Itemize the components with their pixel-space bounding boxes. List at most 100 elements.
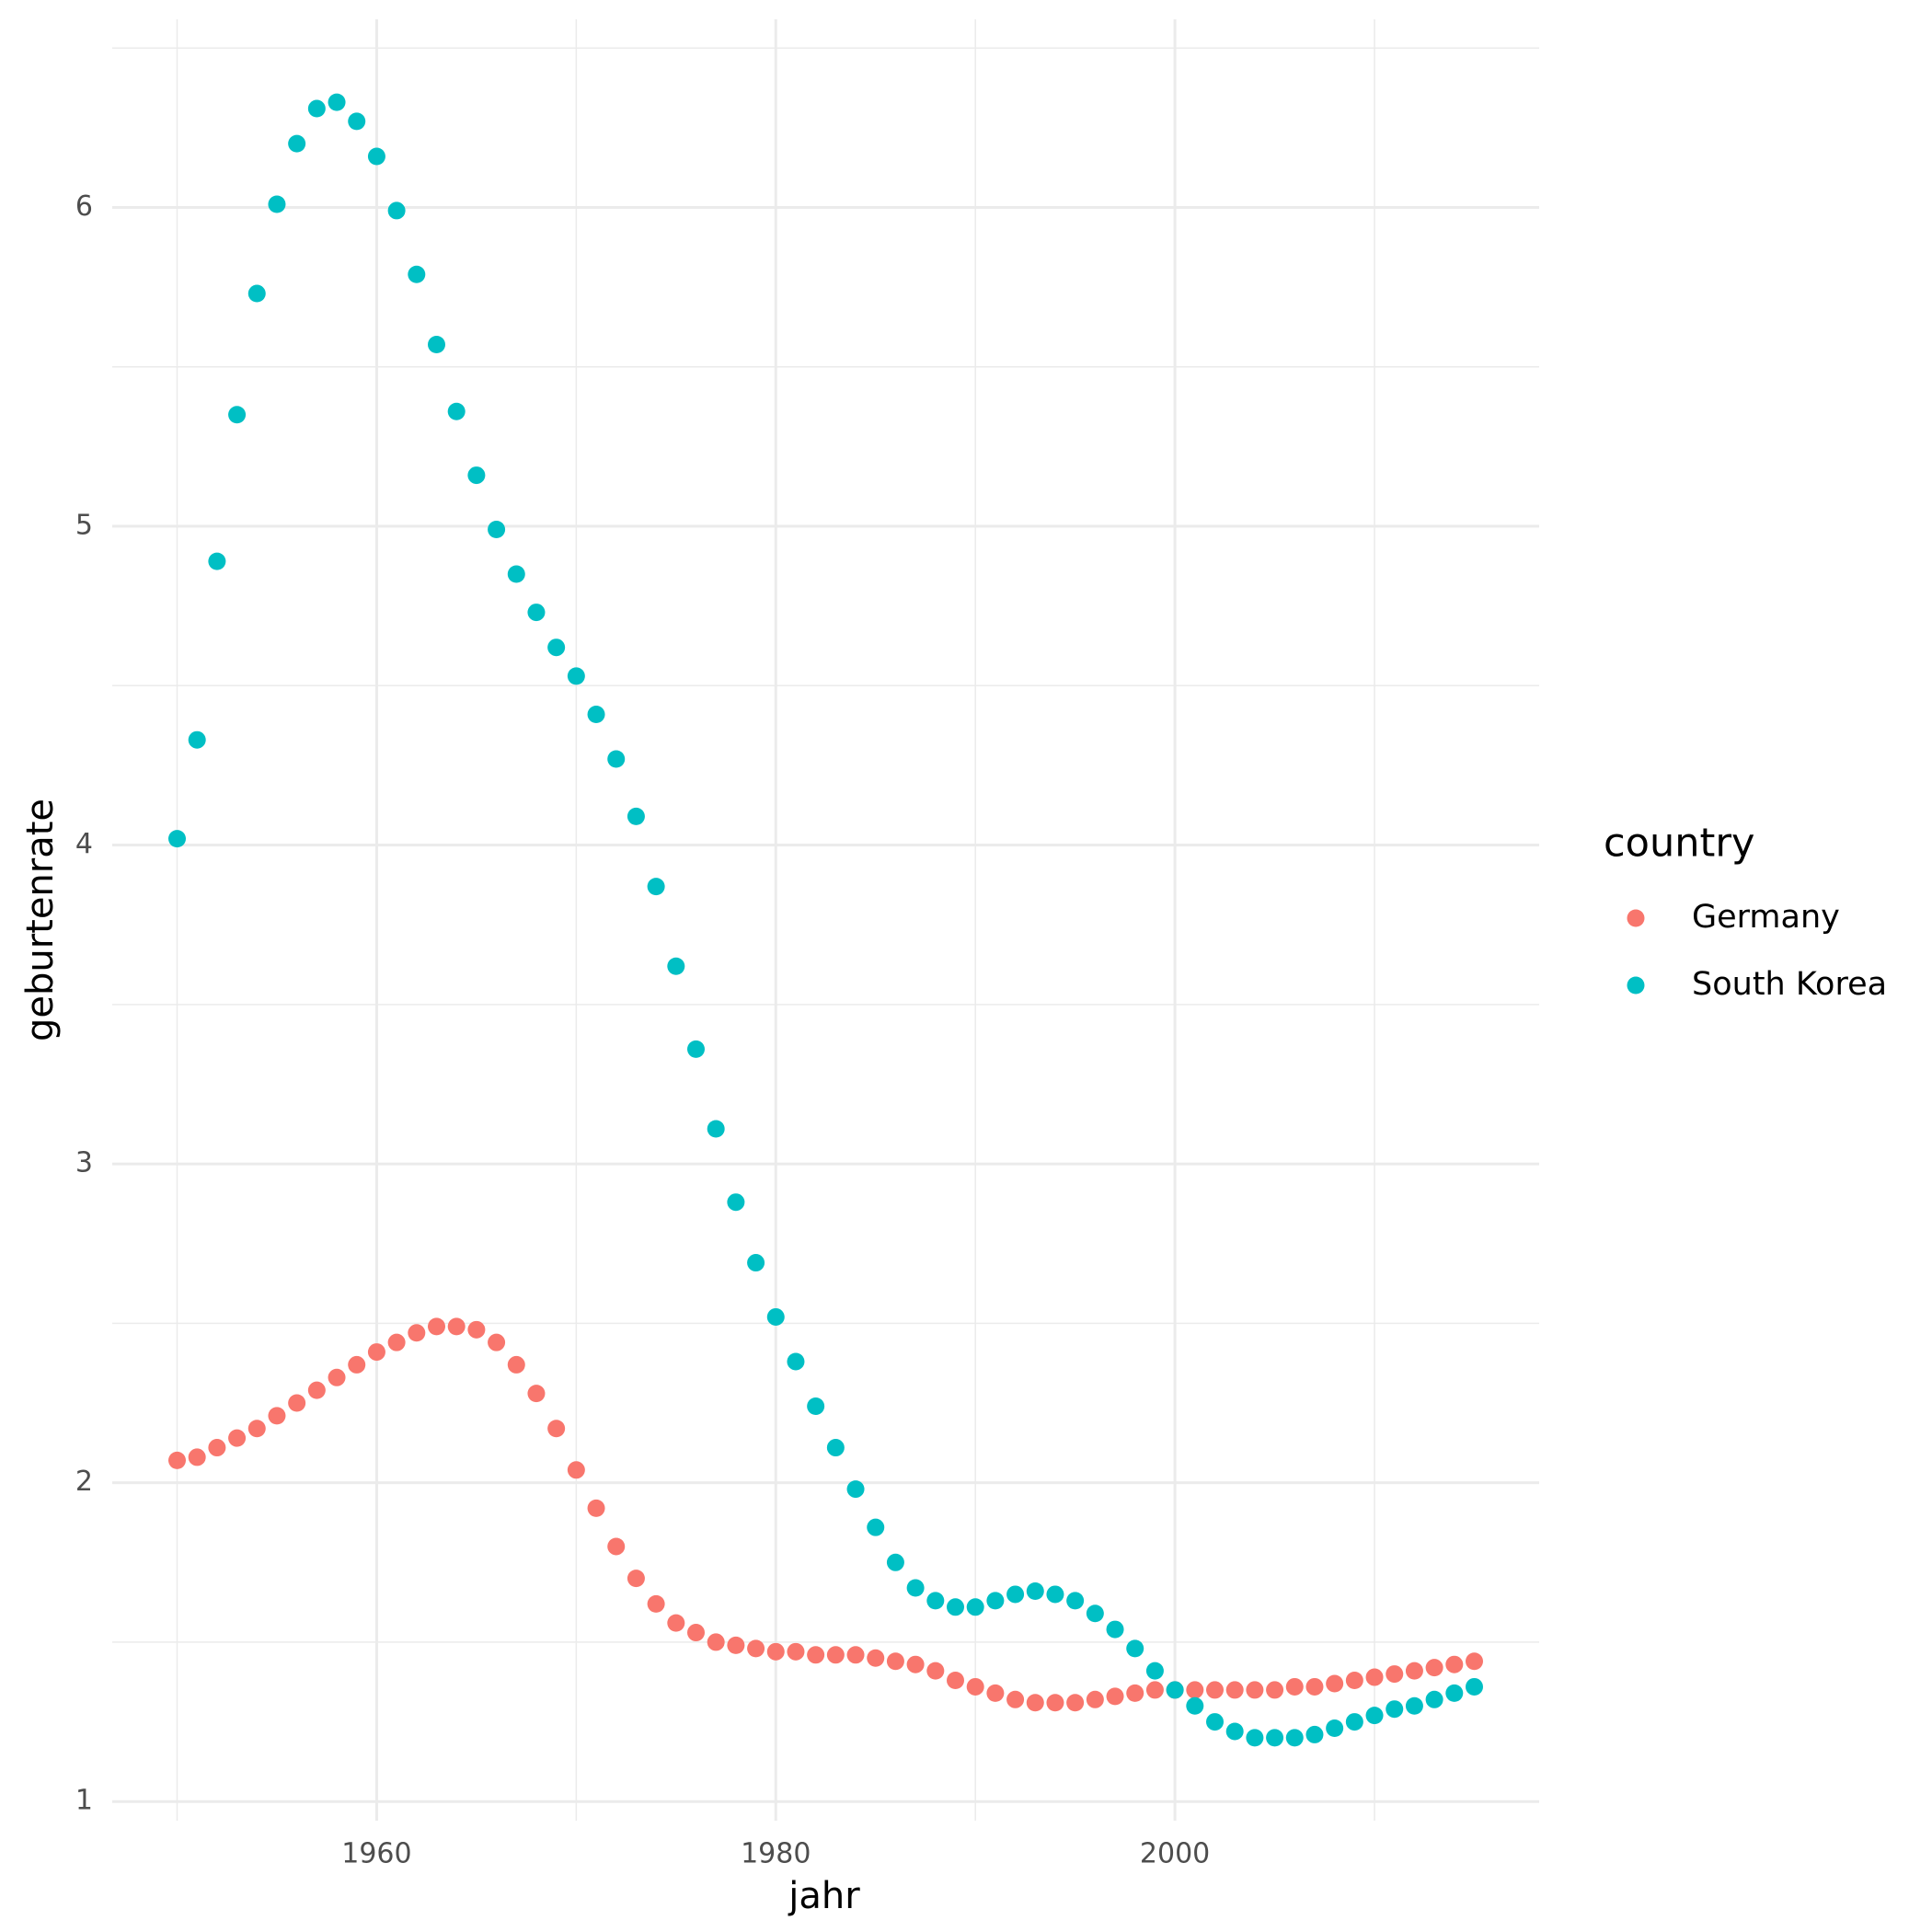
point [1126,1684,1144,1702]
point [1106,1620,1124,1639]
point [447,402,466,420]
point [1386,1665,1404,1684]
point [1445,1655,1464,1673]
x-axis-title: jahr [788,1875,860,1917]
point [667,957,685,975]
point [647,1594,665,1613]
point [387,201,406,220]
point [1145,1662,1164,1680]
point [1405,1662,1423,1680]
point [1345,1672,1363,1690]
point [328,93,346,111]
point [826,1439,845,1457]
point [367,1343,385,1362]
point [428,335,445,353]
point [1445,1684,1464,1702]
point [288,1394,306,1412]
x-tick-label: 2000 [1140,1838,1210,1870]
y-tick-label: 6 [75,190,93,223]
point [1066,1694,1085,1712]
point [247,284,266,303]
point [1066,1592,1085,1610]
point [387,1333,406,1351]
point [966,1677,984,1696]
point [807,1397,825,1415]
point [867,1518,885,1536]
point [228,406,247,424]
point [1006,1690,1025,1708]
point [886,1553,904,1571]
point [947,1598,964,1616]
point [986,1684,1005,1702]
point [467,1320,486,1339]
point [527,1385,546,1403]
legend-key [1627,909,1645,927]
point [1266,1681,1284,1699]
point [328,1368,346,1386]
point [1425,1690,1443,1708]
point [807,1646,825,1664]
point [208,1439,226,1457]
point [168,1451,186,1469]
point [947,1672,964,1690]
point [926,1592,945,1610]
point [247,1420,266,1438]
point [1046,1694,1064,1712]
y-tick-label: 5 [75,510,93,542]
point [846,1480,865,1499]
point [1425,1659,1443,1677]
point [1106,1687,1124,1706]
point [1466,1652,1483,1671]
point [527,604,546,622]
y-axis-title: geburtenrate [19,799,62,1041]
point [307,1381,326,1399]
point [1006,1585,1025,1604]
point [488,1333,506,1351]
legend-label: South Korea [1692,966,1887,1003]
point [1225,1681,1244,1699]
point [986,1592,1005,1610]
point [747,1639,765,1658]
point [1026,1581,1044,1600]
point [707,1633,725,1651]
x-tick-label: 1980 [741,1838,811,1870]
point [667,1614,685,1632]
point [1345,1713,1363,1731]
point [488,520,506,538]
point [1086,1604,1104,1623]
point [188,1448,206,1466]
point [1206,1681,1224,1699]
point [1326,1719,1344,1738]
legend-title: country [1604,821,1754,867]
point [307,99,326,118]
point [447,1317,466,1336]
point [1186,1681,1204,1699]
point [627,807,645,825]
point [1046,1585,1064,1604]
legend-label: Germany [1692,899,1840,936]
y-tick-label: 2 [75,1466,93,1498]
point [607,1537,626,1556]
point [1305,1677,1324,1696]
point [647,878,665,896]
point [408,1324,426,1342]
legend-key [1627,976,1645,995]
point [1266,1729,1284,1747]
point [787,1352,805,1371]
point [1285,1677,1304,1696]
point [906,1579,925,1597]
point [607,750,626,768]
point [1466,1677,1483,1696]
point [467,466,486,485]
point [906,1655,925,1673]
point [1166,1681,1184,1699]
point [1405,1696,1423,1715]
point [408,265,426,283]
point [687,1040,705,1058]
point [1365,1668,1384,1686]
point [687,1624,705,1642]
point [846,1646,865,1664]
point [1145,1681,1164,1699]
point [727,1636,745,1654]
